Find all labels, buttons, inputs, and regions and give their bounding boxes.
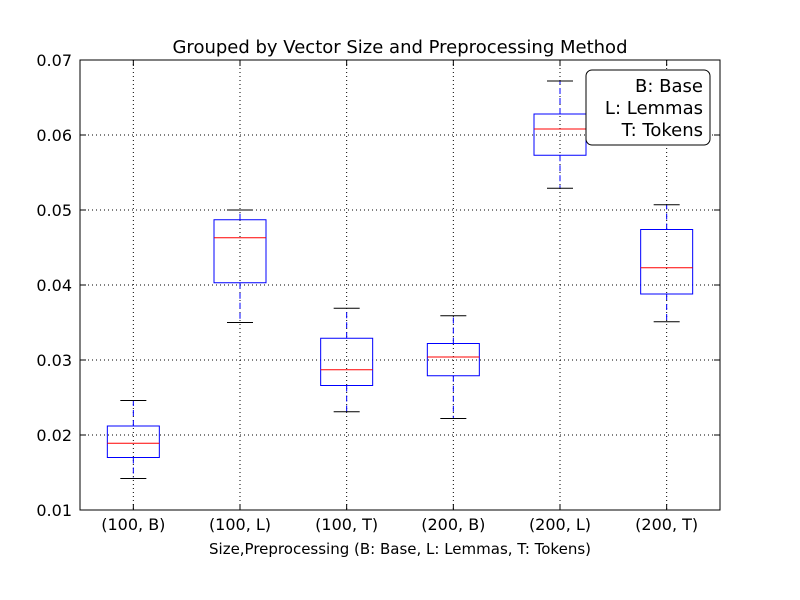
- iqr-box: [640, 229, 694, 295]
- box-group-2: [320, 307, 374, 413]
- x-tick-label: (200, L): [529, 515, 591, 534]
- x-tick-label: (100, L): [209, 515, 271, 534]
- box-plots: [106, 80, 694, 479]
- legend-frame: [585, 69, 711, 146]
- box-group-3: [426, 315, 480, 419]
- x-tick-label: (100, T): [315, 515, 378, 534]
- chart-title: Grouped by Vector Size and Preprocessing…: [172, 37, 627, 58]
- x-axis-label: Size,Preprocessing (B: Base, L: Lemmas, …: [209, 540, 591, 558]
- x-tick-label: (200, T): [635, 515, 698, 534]
- y-tick-label: 0.01: [36, 501, 72, 520]
- axis-ticks: 0.01 0.02 0.03 0.04 0.05 0.06 0.07 (100, B) (100…: [36, 51, 720, 534]
- x-tick-label: (200, B): [421, 515, 485, 534]
- iqr-box: [426, 343, 480, 377]
- legend-entry-lemmas: L: Lemmas: [605, 98, 703, 119]
- box-group-0: [106, 400, 160, 479]
- box-group-1: [213, 209, 267, 323]
- y-tick-label: 0.04: [36, 276, 72, 295]
- box-group-5: [640, 204, 694, 323]
- legend-entry-tokens: T: Tokens: [621, 120, 703, 141]
- legend-entry-base: B: Base: [635, 76, 703, 97]
- iqr-box: [320, 337, 374, 386]
- y-tick-label: 0.07: [36, 51, 72, 70]
- x-tick-label: (100, B): [101, 515, 165, 534]
- y-tick-label: 0.05: [36, 201, 72, 220]
- legend: B: Base L: Lemmas T: Tokens: [585, 69, 711, 146]
- y-tick-label: 0.03: [36, 351, 72, 370]
- iqr-box: [106, 425, 160, 458]
- y-tick-label: 0.06: [36, 126, 72, 145]
- iqr-box: [213, 219, 267, 284]
- y-tick-label: 0.02: [36, 426, 72, 445]
